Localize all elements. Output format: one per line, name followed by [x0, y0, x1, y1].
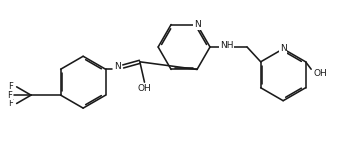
Text: N: N — [114, 62, 121, 71]
Text: N: N — [194, 20, 200, 29]
Text: F: F — [9, 82, 13, 91]
Text: F: F — [7, 91, 12, 100]
Text: NH: NH — [220, 41, 234, 50]
Text: F: F — [9, 99, 13, 108]
Text: OH: OH — [314, 69, 327, 78]
Text: N: N — [280, 44, 287, 53]
Text: OH: OH — [138, 84, 151, 93]
